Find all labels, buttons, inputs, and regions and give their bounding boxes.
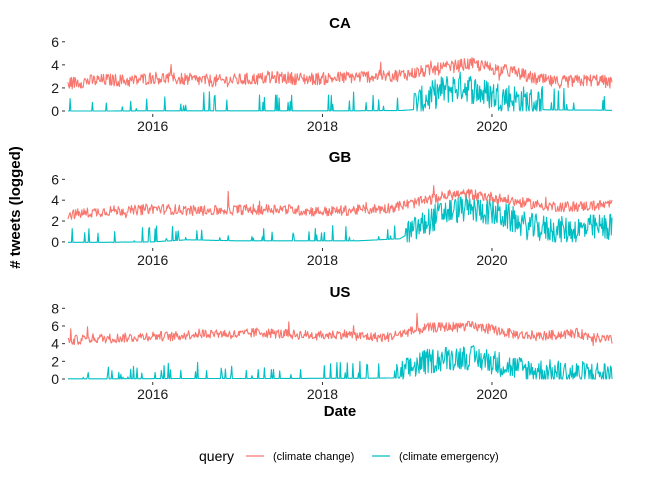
series-line-climate-change (67, 57, 613, 90)
facet-panel-us: US 0 24 6 8 2016 2018 2020 (51, 284, 613, 402)
y-tick-label: 4 (51, 57, 59, 73)
series-line-climate-emergency (68, 194, 613, 244)
x-tick-label: 2016 (137, 118, 168, 134)
y-tick-label: 6 (51, 171, 59, 187)
y-tick-label: 6 (51, 34, 59, 50)
y-axis-title: # tweets (logged) (7, 146, 24, 269)
x-tick-label: 2016 (137, 386, 168, 402)
legend-title: query (199, 448, 234, 464)
y-tick-label: 4 (51, 192, 59, 208)
x-tick-label: 2018 (307, 118, 338, 134)
facet-panel-gb: GB 0 2 4 6 2016 2018 2020 (51, 149, 613, 268)
x-tick-label: 2016 (137, 252, 168, 268)
x-axis-title: Date (324, 403, 357, 420)
series-line-climate-emergency (68, 345, 613, 380)
y-tick-label: 0 (51, 234, 59, 250)
y-tick-label: 4 (51, 336, 59, 352)
series-line-climate-change (67, 185, 613, 220)
series-line-climate-emergency (68, 71, 612, 112)
x-tick-label: 2018 (307, 386, 338, 402)
y-tick-label: 6 (51, 318, 59, 334)
y-tick-label: 2 (51, 80, 59, 96)
x-tick-label: 2020 (476, 118, 507, 134)
panel-title: US (330, 284, 351, 301)
facet-panel-ca: CA 0 2 4 6 2016 2018 2020 (51, 15, 613, 134)
y-tick-label: 8 (51, 300, 59, 316)
y-tick-label: 0 (51, 103, 59, 119)
legend-label: (climate change) (273, 451, 354, 463)
panel-title: CA (329, 15, 351, 32)
legend-label: (climate emergency) (399, 451, 499, 463)
x-tick-label: 2020 (476, 386, 507, 402)
series-line-climate-change (67, 312, 613, 347)
y-tick-label: 0 (51, 371, 59, 387)
y-tick-label: 2 (51, 213, 59, 229)
y-tick-label: 2 (51, 353, 59, 369)
x-tick-label: 2018 (307, 252, 338, 268)
panel-title: GB (329, 149, 352, 166)
x-tick-label: 2020 (476, 252, 507, 268)
legend: query (climate change) (climate emergency… (199, 448, 499, 464)
